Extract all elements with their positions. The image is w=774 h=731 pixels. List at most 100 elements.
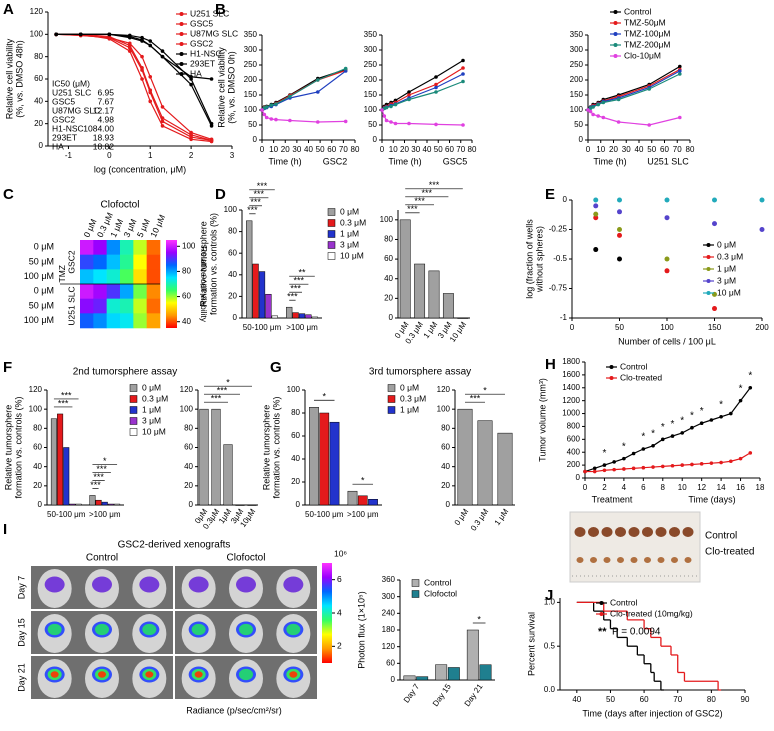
y-tick-label: 0 bbox=[576, 473, 581, 482]
x-tick-label: 80 bbox=[468, 145, 477, 154]
data-point bbox=[274, 102, 278, 106]
colorbar-label: 40 bbox=[182, 317, 191, 326]
data-point bbox=[678, 64, 682, 69]
heat-cell bbox=[80, 313, 94, 329]
data-point bbox=[670, 463, 675, 468]
significance: * bbox=[671, 419, 675, 430]
bar bbox=[368, 499, 378, 506]
bar bbox=[89, 495, 96, 506]
significance: * bbox=[680, 416, 684, 427]
y-tick-label: 400 bbox=[567, 447, 581, 456]
y-tick-label: 200 bbox=[244, 75, 258, 84]
x-tick-label: 1 μM bbox=[422, 320, 440, 340]
legend-marker bbox=[179, 32, 184, 36]
data-point bbox=[384, 105, 389, 110]
x-tick-label: 70 bbox=[673, 695, 682, 704]
data-point bbox=[660, 464, 665, 469]
tumor bbox=[657, 557, 665, 563]
x-tick-label: 30 bbox=[411, 145, 420, 154]
legend-label: 0 μM bbox=[340, 206, 359, 216]
x-tick-label: -1 bbox=[65, 151, 73, 160]
bar bbox=[319, 412, 330, 506]
y-axis-label: formation vs. controls (%) bbox=[208, 213, 218, 315]
y-tick-label: 50 bbox=[368, 120, 377, 129]
y-tick-label: -0.5 bbox=[553, 254, 567, 263]
y-tick-label: 40 bbox=[34, 96, 43, 105]
row-label: Day 15 bbox=[16, 618, 26, 647]
x-tick-label: 200 bbox=[755, 323, 769, 332]
y-tick-label: 40 bbox=[33, 462, 42, 471]
tumor bbox=[642, 527, 653, 537]
y-tick-label: 300 bbox=[364, 45, 378, 54]
photo-label: Clo-treated bbox=[705, 547, 754, 558]
data-point bbox=[729, 459, 733, 464]
data-point bbox=[461, 58, 465, 63]
legend-label: 1 μM bbox=[400, 404, 419, 414]
legend-label: TMZ-100μM bbox=[624, 28, 670, 38]
bar bbox=[246, 220, 253, 319]
x-axis-label: Time (h) bbox=[388, 156, 421, 166]
significance: * bbox=[700, 406, 704, 417]
y-tick-label: 80 bbox=[34, 52, 43, 61]
data-point bbox=[601, 115, 606, 120]
x-tick-label: 70 bbox=[339, 145, 348, 154]
signal bbox=[145, 671, 154, 678]
y-tick-label: 120 bbox=[382, 642, 396, 651]
bar bbox=[258, 271, 266, 319]
legend-label: 1 μM bbox=[142, 404, 161, 414]
significance: *** bbox=[422, 188, 433, 198]
significance: *** bbox=[429, 180, 440, 190]
series-line bbox=[585, 452, 751, 473]
y-tick-label: 50 bbox=[574, 120, 583, 129]
data-point bbox=[596, 102, 600, 107]
tumor bbox=[644, 557, 651, 563]
x-tick-label: 10 bbox=[596, 145, 605, 154]
x-tick-label: 20 bbox=[609, 145, 618, 154]
legend-label: 10 μM bbox=[142, 426, 166, 436]
significance: *** bbox=[407, 204, 418, 214]
data-point bbox=[393, 121, 398, 126]
data-point bbox=[593, 211, 599, 217]
data-point bbox=[260, 108, 264, 112]
heat-cell bbox=[80, 269, 94, 285]
signal bbox=[47, 623, 62, 636]
significance: * bbox=[602, 448, 606, 459]
y-axis-label: without spheres) bbox=[534, 226, 544, 293]
ic50-value: 1084.00 bbox=[83, 123, 114, 133]
data-point bbox=[690, 425, 694, 430]
data-point bbox=[209, 139, 214, 144]
x-tick-label: 50-100 μm bbox=[305, 510, 344, 519]
data-point bbox=[748, 385, 753, 390]
legend-marker bbox=[179, 12, 184, 16]
legend-marker bbox=[599, 612, 604, 616]
significance: * bbox=[661, 422, 665, 433]
y-tick-label: 100 bbox=[570, 105, 584, 114]
data-point bbox=[641, 465, 646, 470]
significance: * bbox=[226, 378, 230, 388]
legend-swatch bbox=[327, 230, 336, 238]
legend-swatch bbox=[129, 428, 138, 436]
legend-swatch bbox=[327, 208, 336, 216]
data-point bbox=[127, 45, 132, 50]
y-tick-label: 60 bbox=[386, 658, 395, 667]
colorbar-label: 100 bbox=[182, 241, 196, 250]
signal bbox=[289, 671, 298, 678]
data-point bbox=[593, 247, 599, 253]
colorbar-label: 60 bbox=[182, 292, 191, 301]
x-tick-label: >100 μm bbox=[286, 323, 318, 332]
legend-label: Control bbox=[424, 577, 452, 587]
x-tick-label: 8 bbox=[661, 483, 666, 492]
legend-marker bbox=[599, 601, 604, 605]
legend-swatch bbox=[387, 406, 396, 414]
x-tick-label: >100 μm bbox=[89, 510, 121, 519]
legend-marker bbox=[706, 279, 711, 283]
column-label: Control bbox=[86, 553, 118, 564]
data-point bbox=[407, 97, 411, 102]
colorbar-exponent: 10⁶ bbox=[334, 548, 347, 558]
heat-cell bbox=[93, 298, 107, 314]
legend-marker bbox=[613, 21, 618, 25]
y-tick-label: 800 bbox=[567, 422, 581, 431]
bar bbox=[199, 408, 209, 506]
y-tick-label: 0 bbox=[563, 195, 568, 204]
y-tick-label: 60 bbox=[228, 248, 237, 257]
